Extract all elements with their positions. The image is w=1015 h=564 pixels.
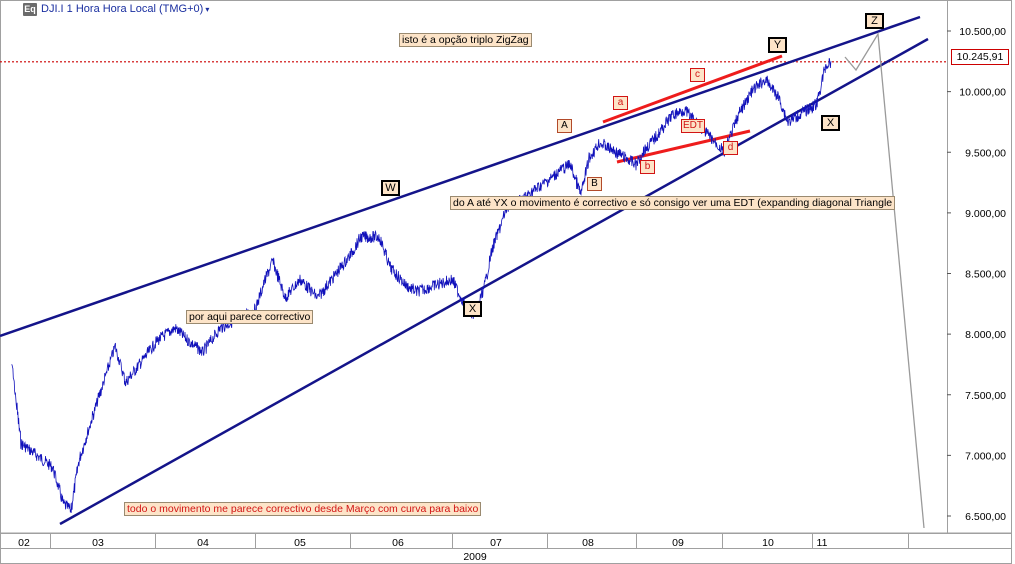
y-tick-label: 8.000,00: [965, 329, 1006, 341]
projection-path: [844, 31, 925, 529]
y-tick-label: 7.500,00: [965, 390, 1006, 402]
wave-label-b-lower: b: [640, 160, 655, 174]
wave-label-b-upper: B: [587, 177, 602, 191]
y-tick-label: 10.000,00: [959, 87, 1006, 99]
y-tick-label: 6.500,00: [965, 511, 1006, 523]
annotation-march: todo o movimento me parece correctivo de…: [124, 502, 482, 516]
x-tick-label: 05: [294, 537, 306, 549]
y-tick-label: 9.500,00: [965, 147, 1006, 159]
chart-header: Eq DJI.I 1 Hora Hora Local (TMG+0) ▾: [0, 0, 947, 20]
wave-label-a-upper: A: [557, 119, 572, 133]
x-tick-label: 08: [582, 537, 594, 549]
y-tick-label: 8.500,00: [965, 269, 1006, 281]
wave-label-z: Z: [865, 13, 884, 29]
wave-label-d-lower: d: [723, 141, 738, 155]
wave-label-edt: EDT: [681, 119, 705, 133]
edt-lower-line: [616, 129, 751, 164]
x-tick-label: 11: [817, 537, 828, 549]
annotation-edt: do A até YX o movimento é correctivo e s…: [450, 196, 896, 210]
y-tick-label: 7.000,00: [965, 450, 1006, 462]
x-tick-label: 04: [197, 537, 209, 549]
x-tick-label: 10: [762, 537, 774, 549]
annotation-zigzag: isto é a opção triplo ZigZag: [399, 33, 532, 47]
x-tick-label: 06: [392, 537, 404, 549]
wave-label-x1: X: [463, 301, 482, 317]
wave-label-x2: X: [821, 115, 840, 131]
chart-title-text: DJI.I 1 Hora Hora Local (TMG+0): [41, 3, 204, 15]
chevron-down-icon[interactable]: ▾: [205, 5, 210, 14]
y-tick-label: 10.500,00: [959, 26, 1006, 38]
edt-upper-line: [602, 54, 783, 124]
upper-channel-line: [0, 15, 921, 338]
wave-label-c-lower: c: [690, 68, 705, 82]
x-tick-label: 07: [490, 537, 502, 549]
price-series-line: [11, 57, 832, 513]
y-tick-label: 9.000,00: [965, 208, 1006, 220]
year-label: 2009: [463, 551, 487, 563]
x-tick-label: 03: [92, 537, 104, 549]
lower-channel-line: [59, 37, 929, 526]
chart-title[interactable]: DJI.I 1 Hora Hora Local (TMG+0) ▾: [41, 3, 209, 15]
x-tick-label: 09: [672, 537, 684, 549]
last-price-tag: 10.245,91: [951, 49, 1009, 65]
eq-icon[interactable]: Eq: [23, 3, 37, 16]
wave-label-w: W: [381, 180, 400, 196]
annotation-corrective: por aqui parece correctivo: [186, 310, 314, 324]
x-tick-label: 02: [18, 537, 30, 549]
plot-frame: [0, 0, 1012, 534]
wave-label-a-lower: a: [613, 96, 628, 110]
wave-label-y: Y: [768, 37, 787, 53]
